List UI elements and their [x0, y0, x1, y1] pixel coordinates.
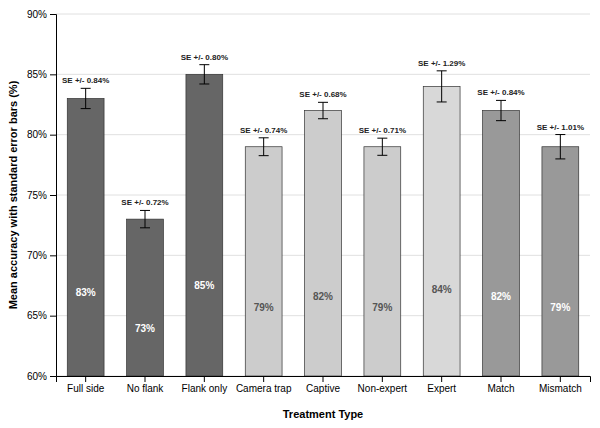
x-tick: Expert: [427, 376, 456, 394]
se-label: SE +/- 0.84%: [477, 88, 524, 97]
bar: [186, 74, 223, 376]
y-axis-line: [50, 15, 57, 377]
se-label: SE +/- 0.68%: [299, 90, 346, 99]
y-tick-label: 90%: [27, 9, 47, 20]
x-tick-mark: [85, 376, 86, 382]
se-label: SE +/- 0.71%: [359, 126, 406, 135]
y-tick-label: 70%: [27, 250, 47, 261]
x-tick: Mismatch: [539, 376, 582, 394]
y-tick-label: 60%: [27, 371, 47, 382]
x-axis: Full side No flank Flank only Camera trap Ca…: [57, 376, 591, 394]
se-label: SE +/- 0.72%: [121, 198, 168, 207]
y-tick-mark: [50, 74, 56, 75]
bar: [245, 147, 282, 376]
data-label: 82%: [313, 291, 333, 302]
bar: [127, 219, 164, 376]
y-tick: 60%: [27, 371, 56, 382]
x-tick: Camera trap: [236, 376, 292, 394]
y-tick-mark: [50, 376, 56, 377]
marks: [67, 65, 578, 376]
x-tick-mark: [501, 376, 502, 382]
y-tick-label: 85%: [27, 69, 47, 80]
y-tick: 90%: [27, 9, 56, 20]
y-tick-label: 75%: [27, 190, 47, 201]
grid-line: [56, 14, 590, 15]
se-label: SE +/- 0.80%: [181, 53, 228, 62]
x-tick-label: Expert: [427, 383, 456, 394]
grid: [56, 14, 590, 376]
error-bar: [140, 210, 150, 227]
y-tick: 75%: [27, 190, 56, 201]
error-bar: [496, 100, 506, 120]
se-label: SE +/- 1.01%: [537, 123, 584, 132]
x-tick-label: No flank: [127, 383, 165, 394]
x-tick-label: Full side: [67, 383, 105, 394]
x-tick: Captive: [306, 376, 340, 394]
error-bar: [437, 71, 447, 102]
error-bar: [259, 138, 269, 156]
x-axis-title: Treatment Type: [283, 408, 364, 420]
data-label: 79%: [550, 302, 570, 313]
x-tick: Non-expert: [358, 376, 408, 394]
error-bar: [318, 102, 328, 118]
x-tick: Full side: [67, 376, 105, 394]
x-tick-mark: [204, 376, 205, 382]
x-tick-label: Flank only: [182, 383, 228, 394]
x-tick: No flank: [127, 376, 165, 394]
x-tick-label: Non-expert: [358, 383, 408, 394]
x-tick-mark: [323, 376, 324, 382]
y-tick: 70%: [27, 250, 56, 261]
se-label: SE +/- 0.84%: [62, 76, 109, 85]
x-tick-label: Camera trap: [236, 383, 292, 394]
y-tick-label: 65%: [27, 310, 47, 321]
x-tick-label: Match: [487, 383, 514, 394]
x-tick: Match: [487, 376, 514, 394]
bar: [423, 86, 460, 376]
x-tick-mark: [145, 376, 146, 382]
plot-area: SE +/- 0.84% SE +/- 0.72% SE +/- 0.80% SE +…: [27, 9, 591, 394]
y-axis-title: Mean accuracy with standard error bars (…: [7, 80, 19, 309]
bar: [542, 147, 579, 376]
data-label: 85%: [194, 280, 214, 291]
data-label: 73%: [135, 323, 155, 334]
x-tick-mark: [441, 376, 442, 382]
y-tick-label: 80%: [27, 129, 47, 140]
bar: [305, 111, 342, 376]
y-tick: 65%: [27, 310, 56, 321]
data-label: 79%: [254, 302, 274, 313]
data-label: 84%: [432, 284, 452, 295]
se-label: SE +/- 1.29%: [418, 59, 465, 68]
labels: SE +/- 0.84% SE +/- 0.72% SE +/- 0.80% SE +…: [62, 53, 584, 335]
y-axis: 60% 65% 70% 75% 80% 85% 90%: [27, 9, 57, 382]
se-label: SE +/- 0.74%: [240, 126, 287, 135]
y-tick-mark: [50, 255, 56, 256]
chart: SE +/- 0.84% SE +/- 0.72% SE +/- 0.80% SE +…: [0, 0, 600, 428]
data-label: 82%: [491, 291, 511, 302]
x-tick-label: Mismatch: [539, 383, 582, 394]
y-tick: 85%: [27, 69, 56, 80]
bar: [483, 111, 520, 376]
error-bar: [377, 138, 387, 155]
x-tick-label: Captive: [306, 383, 340, 394]
x-tick-mark: [560, 376, 561, 382]
error-bar: [555, 135, 565, 159]
bar: [67, 98, 104, 376]
x-tick-mark: [263, 376, 264, 382]
bar: [364, 147, 401, 376]
y-tick-mark: [50, 14, 56, 15]
y-tick-mark: [50, 316, 56, 317]
error-bar: [199, 65, 209, 84]
error-bar: [81, 88, 91, 108]
x-axis-line: [57, 377, 591, 383]
data-label: 79%: [372, 302, 392, 313]
x-tick: Flank only: [182, 376, 228, 394]
y-tick: 80%: [27, 129, 56, 140]
y-tick-mark: [50, 135, 56, 136]
y-tick-mark: [50, 195, 56, 196]
x-tick-mark: [382, 376, 383, 382]
data-label: 83%: [76, 287, 96, 298]
grid-line: [56, 74, 590, 75]
